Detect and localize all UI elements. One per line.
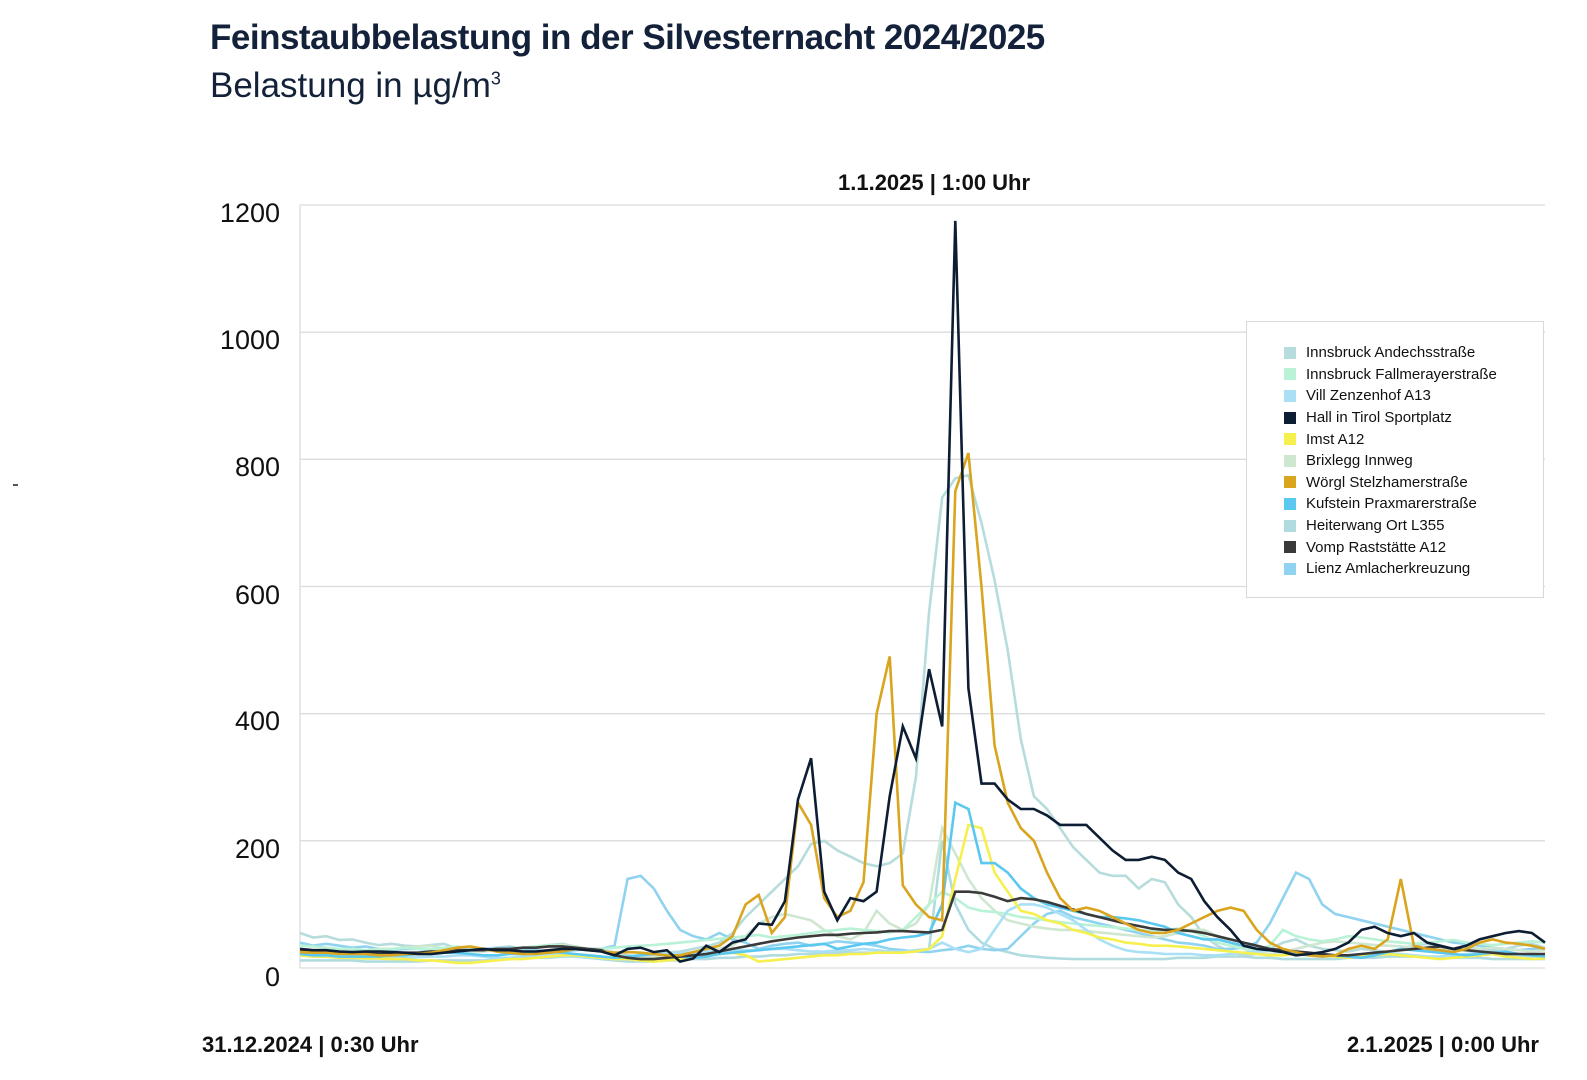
legend-label: Heiterwang Ort L355 <box>1306 517 1445 535</box>
legend-swatch <box>1284 411 1296 424</box>
chart-subtitle: Belastung in µg/m3 <box>210 66 501 106</box>
legend-swatch <box>1284 346 1296 359</box>
legend: Innsbruck Andechsstraße Innsbruck Fallmer… <box>1246 321 1544 598</box>
legend-label: Vomp Raststätte A12 <box>1306 538 1447 556</box>
subtitle-superscript: 3 <box>490 68 501 89</box>
legend-swatch <box>1284 562 1296 575</box>
legend-swatch <box>1284 541 1296 554</box>
legend-label: Kufstein Praxmarerstraße <box>1306 495 1477 513</box>
legend-swatch <box>1284 454 1296 467</box>
series-line-innsbruck-fallmerayerstraße <box>299 890 1546 952</box>
legend-swatch <box>1284 476 1296 489</box>
series-lines <box>299 220 1546 965</box>
series-line-hall-in-tirol-sportplatz <box>299 220 1546 964</box>
y-tick-label: 800 <box>234 452 280 482</box>
legend-swatch <box>1284 519 1296 532</box>
legend-item: Kufstein Praxmarerstraße <box>1247 493 1543 515</box>
subtitle-text: Belastung in µg/m <box>210 66 491 105</box>
y-tick-label: 0 <box>264 962 280 992</box>
legend-item: Innsbruck Andechsstraße <box>1247 342 1543 364</box>
legend-label: Brixlegg Innweg <box>1306 452 1413 470</box>
legend-label: Vill Zenzenhof A13 <box>1306 387 1431 405</box>
legend-label: Innsbruck Fallmerayerstraße <box>1306 365 1497 383</box>
legend-item: Hall in Tirol Sportplatz <box>1247 407 1543 429</box>
legend-label: Innsbruck Andechsstraße <box>1306 344 1476 362</box>
legend-label: Wörgl Stelzhamerstraße <box>1306 473 1468 491</box>
y-tick-label: 600 <box>234 580 280 610</box>
legend-item: Heiterwang Ort L355 <box>1247 515 1543 537</box>
legend-item: Brixlegg Innweg <box>1247 450 1543 472</box>
legend-swatch <box>1284 497 1296 510</box>
peak-annotation: 1.1.2025 | 1:00 Uhr <box>838 170 1031 195</box>
y-tick-label: 400 <box>234 706 280 736</box>
legend-label: Imst A12 <box>1306 430 1365 448</box>
y-tick-label: 1000 <box>219 325 280 355</box>
legend-item: Wörgl Stelzhamerstraße <box>1247 472 1543 494</box>
legend-swatch <box>1284 368 1296 381</box>
chart-title: Feinstaubbelastung in der Silvesternacht… <box>210 18 1045 57</box>
legend-item: Lienz Amlacherkreuzung <box>1247 558 1543 580</box>
x-axis-start-label: 31.12.2024 | 0:30 Uhr <box>202 1032 419 1057</box>
series-line-wörgl-stelzhamerstraße <box>299 452 1546 958</box>
legend-item: Imst A12 <box>1247 428 1543 450</box>
x-axis-end-label: 2.1.2025 | 0:00 Uhr <box>1346 1032 1539 1057</box>
legend-item: Vill Zenzenhof A13 <box>1247 385 1543 407</box>
legend-swatch <box>1284 433 1296 446</box>
stray-mark <box>13 484 18 486</box>
legend-label: Hall in Tirol Sportplatz <box>1306 409 1452 427</box>
legend-item: Innsbruck Fallmerayerstraße <box>1247 364 1543 386</box>
legend-item: Vomp Raststätte A12 <box>1247 536 1543 558</box>
y-tick-label: 1200 <box>219 198 280 228</box>
legend-swatch <box>1284 389 1296 402</box>
y-tick-label: 200 <box>234 834 280 864</box>
legend-label: Lienz Amlacherkreuzung <box>1306 560 1471 578</box>
